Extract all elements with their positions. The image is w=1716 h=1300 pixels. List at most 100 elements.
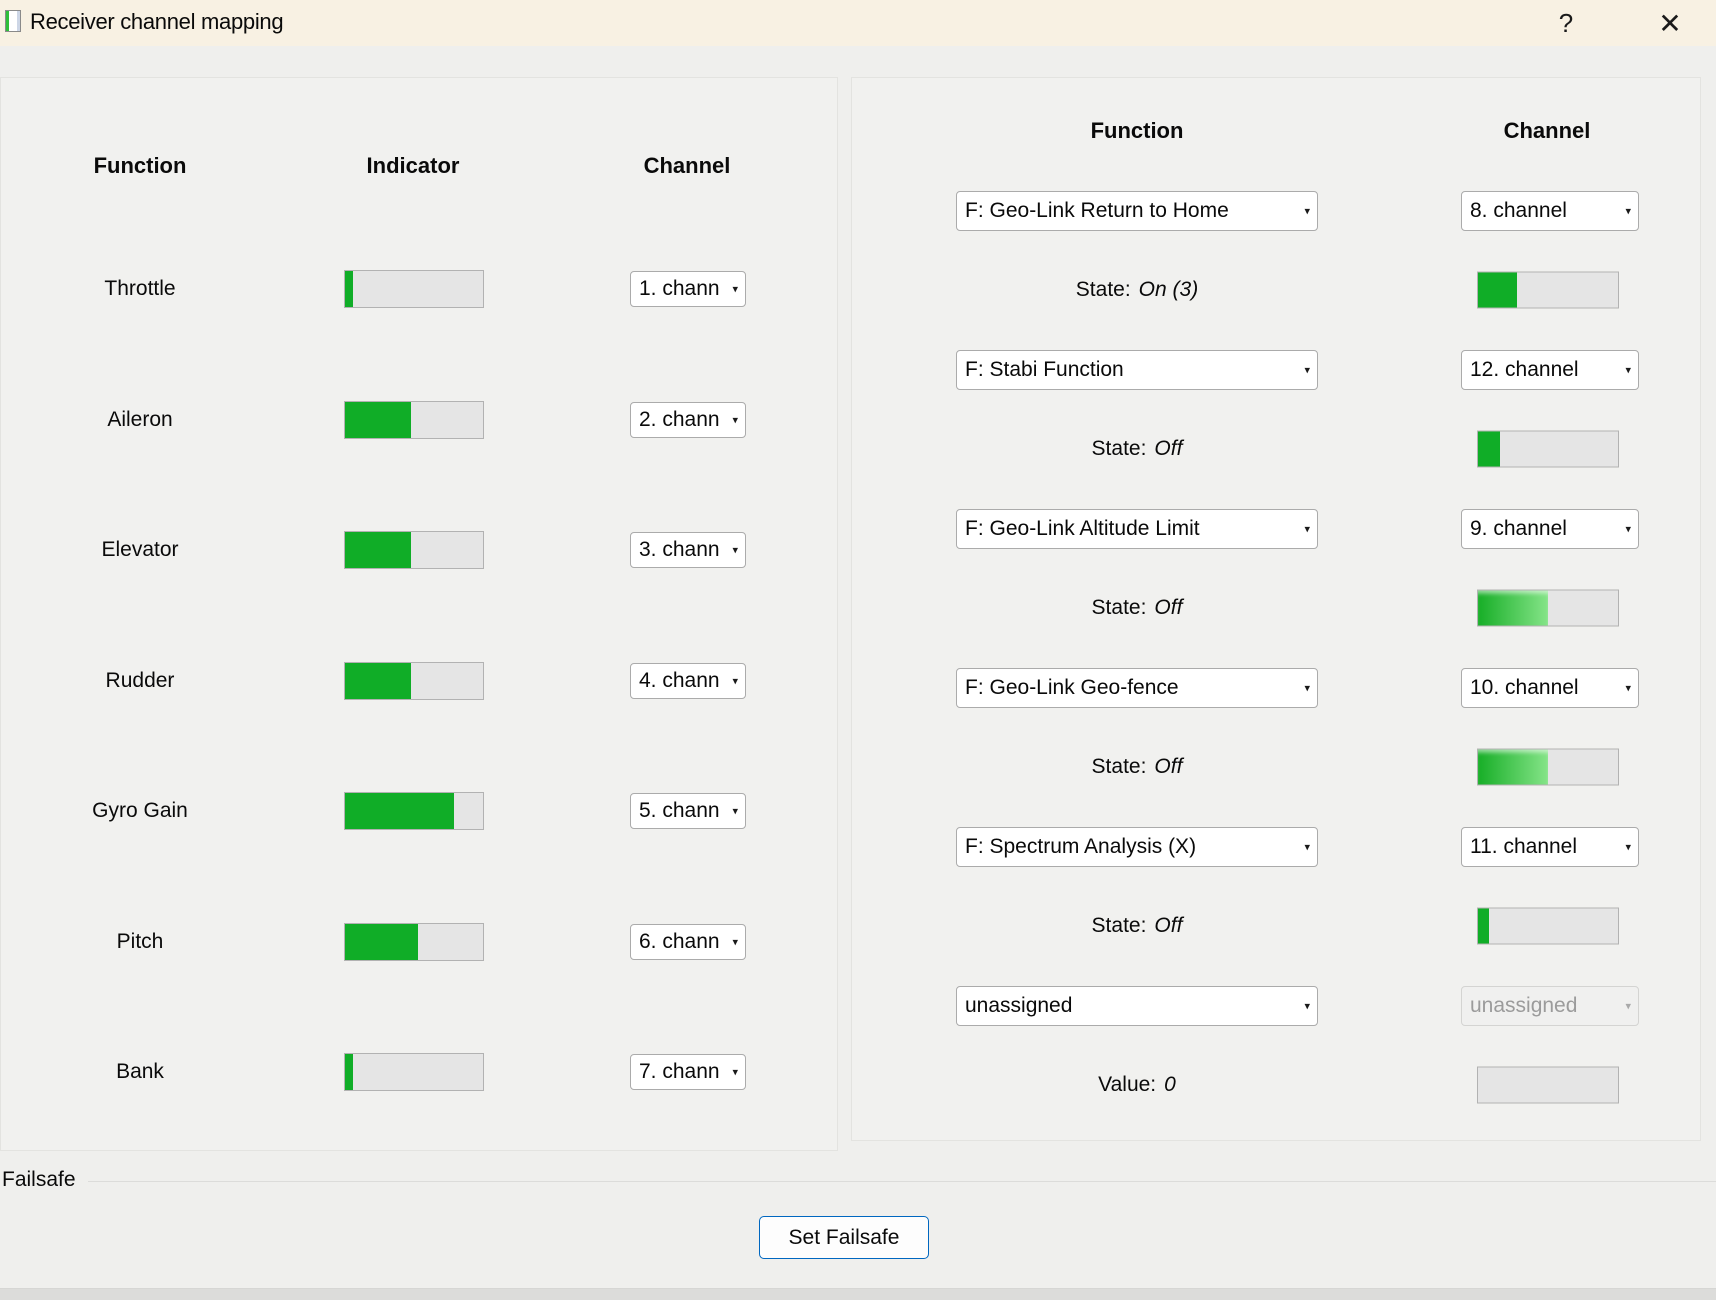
row-throttle: Throttle 1. chann ▾ xyxy=(1,224,837,355)
function-select-value: F: Geo-Link Altitude Limit xyxy=(965,516,1200,540)
indicator-bar xyxy=(344,661,484,700)
indicator-bar xyxy=(344,270,484,309)
channel-select[interactable]: 5. chann ▾ xyxy=(630,793,746,830)
function-select-value: unassigned xyxy=(965,993,1073,1017)
indicator-fill xyxy=(1478,749,1548,785)
channel-select-value: 1. chann xyxy=(639,277,720,301)
channel-select[interactable]: 3. chann ▾ xyxy=(630,532,746,569)
indicator-fill xyxy=(1478,272,1518,308)
indicator-fill xyxy=(1478,908,1490,944)
indicator-fill xyxy=(345,532,412,569)
channel-select-value: 9. channel xyxy=(1470,516,1567,540)
channel-select[interactable]: 12. channel ▾ xyxy=(1461,349,1639,390)
chevron-down-icon: ▾ xyxy=(1625,364,1631,377)
window-title: Receiver channel mapping xyxy=(30,9,284,34)
indicator-bar xyxy=(1477,589,1619,627)
indicator-bar xyxy=(344,400,484,439)
function-select-value: F: Geo-Link Return to Home xyxy=(965,198,1229,222)
chevron-down-icon: ▾ xyxy=(1304,364,1310,377)
channel-select-value: 3. chann xyxy=(639,538,720,562)
channel-select[interactable]: 6. chann ▾ xyxy=(630,923,746,960)
row-pitch: Pitch 6. chann ▾ xyxy=(1,877,837,1008)
function-select-value: F: Geo-Link Geo-fence xyxy=(965,675,1179,699)
channel-select[interactable]: 7. chann ▾ xyxy=(630,1054,746,1091)
channel-select-value: 6. chann xyxy=(639,929,720,953)
aux-functions-panel: Function Channel F: Geo-Link Return to H… xyxy=(851,77,1701,1141)
window-bottom-edge xyxy=(0,1289,1716,1300)
aux-row-state: State: Off xyxy=(852,728,1700,808)
chevron-down-icon: ▾ xyxy=(732,805,738,818)
function-select[interactable]: F: Geo-Link Geo-fence ▾ xyxy=(956,667,1318,708)
help-button[interactable]: ? xyxy=(1558,7,1574,38)
channel-select[interactable]: 10. channel ▾ xyxy=(1461,667,1639,708)
function-label: Throttle xyxy=(104,277,176,301)
function-select[interactable]: F: Geo-Link Altitude Limit ▾ xyxy=(956,508,1318,549)
aux-row-selects: unassigned ▾ unassigned ▾ xyxy=(852,966,1700,1046)
chevron-down-icon: ▾ xyxy=(1304,205,1310,218)
indicator-bar xyxy=(344,792,484,831)
indicator-fill xyxy=(1478,431,1501,467)
chevron-down-icon: ▾ xyxy=(1625,682,1631,695)
indicator-bar xyxy=(344,531,484,570)
aux-row-selects: F: Geo-Link Altitude Limit ▾ 9. channel ▾ xyxy=(852,489,1700,569)
set-failsafe-button[interactable]: Set Failsafe xyxy=(759,1216,929,1259)
indicator-bar xyxy=(344,1053,484,1092)
channel-select[interactable]: 9. channel ▾ xyxy=(1461,508,1639,549)
indicator-bar xyxy=(344,922,484,961)
chevron-down-icon: ▾ xyxy=(732,1066,738,1079)
channel-select-value: 5. chann xyxy=(639,799,720,823)
channel-select[interactable]: 11. channel ▾ xyxy=(1461,826,1639,867)
chevron-down-icon: ▾ xyxy=(732,675,738,688)
close-icon[interactable]: ✕ xyxy=(1658,7,1682,39)
state-text: State: Off xyxy=(937,755,1337,779)
channel-select[interactable]: 2. chann ▾ xyxy=(630,401,746,438)
chevron-down-icon: ▾ xyxy=(732,283,738,296)
channel-select-value: 7. chann xyxy=(639,1060,720,1084)
chevron-down-icon: ▾ xyxy=(1625,205,1631,218)
chevron-down-icon: ▾ xyxy=(1625,523,1631,536)
state-value: On (3) xyxy=(1138,278,1199,302)
indicator-bar xyxy=(1477,1066,1619,1104)
function-label: Gyro Gain xyxy=(92,799,188,823)
state-value: Off xyxy=(1154,914,1183,938)
function-select[interactable]: F: Spectrum Analysis (X) ▾ xyxy=(956,826,1318,867)
indicator-bar xyxy=(1477,907,1619,945)
row-gyro-gain: Gyro Gain 5. chann ▾ xyxy=(1,746,837,877)
function-label: Rudder xyxy=(105,668,175,692)
indicator-bar xyxy=(1477,430,1619,468)
aux-row-selects: F: Geo-Link Return to Home ▾ 8. channel ▾ xyxy=(852,171,1700,251)
aux-row-selects: F: Spectrum Analysis (X) ▾ 11. channel ▾ xyxy=(852,807,1700,887)
channel-select-value: 10. channel xyxy=(1470,675,1579,699)
function-label: Aileron xyxy=(107,407,173,431)
aux-row-state: State: Off xyxy=(852,569,1700,649)
aux-row-state: State: Off xyxy=(852,887,1700,967)
state-label: State: xyxy=(1091,914,1147,938)
state-label: Value: xyxy=(1098,1073,1157,1097)
aux-row-state: State: Off xyxy=(852,410,1700,490)
chevron-down-icon: ▾ xyxy=(1625,1000,1631,1013)
channel-select-value: unassigned xyxy=(1470,993,1578,1017)
channel-select[interactable]: 8. channel ▾ xyxy=(1461,190,1639,231)
channel-select-value: 12. channel xyxy=(1470,357,1579,381)
indicator-bar xyxy=(1477,271,1619,309)
aux-function-rows: F: Geo-Link Return to Home ▾ 8. channel ▾ … xyxy=(852,171,1700,1125)
function-select[interactable]: F: Stabi Function ▾ xyxy=(956,349,1318,390)
row-aileron: Aileron 2. chann ▾ xyxy=(1,355,837,486)
left-header-function: Function xyxy=(93,153,187,178)
function-select[interactable]: unassigned ▾ xyxy=(956,985,1318,1026)
state-text: State: On (3) xyxy=(937,278,1337,302)
row-elevator: Elevator 3. chann ▾ xyxy=(1,485,837,616)
title-bar: Receiver channel mapping ? ✕ xyxy=(0,0,1716,46)
indicator-bar xyxy=(1477,748,1619,786)
chevron-down-icon: ▾ xyxy=(1625,841,1631,854)
channel-select[interactable]: 4. chann ▾ xyxy=(630,662,746,699)
indicator-fill xyxy=(345,793,455,830)
function-select[interactable]: F: Geo-Link Return to Home ▾ xyxy=(956,190,1318,231)
row-bank: Bank 7. chann ▾ xyxy=(1,1007,837,1138)
channel-select-value: 2. chann xyxy=(639,407,720,431)
window-icon xyxy=(5,10,21,32)
state-text: Value: 0 xyxy=(937,1073,1337,1097)
failsafe-group-label: Failsafe xyxy=(2,1168,76,1191)
state-text: State: Off xyxy=(937,437,1337,461)
channel-select[interactable]: 1. chann ▾ xyxy=(630,271,746,308)
